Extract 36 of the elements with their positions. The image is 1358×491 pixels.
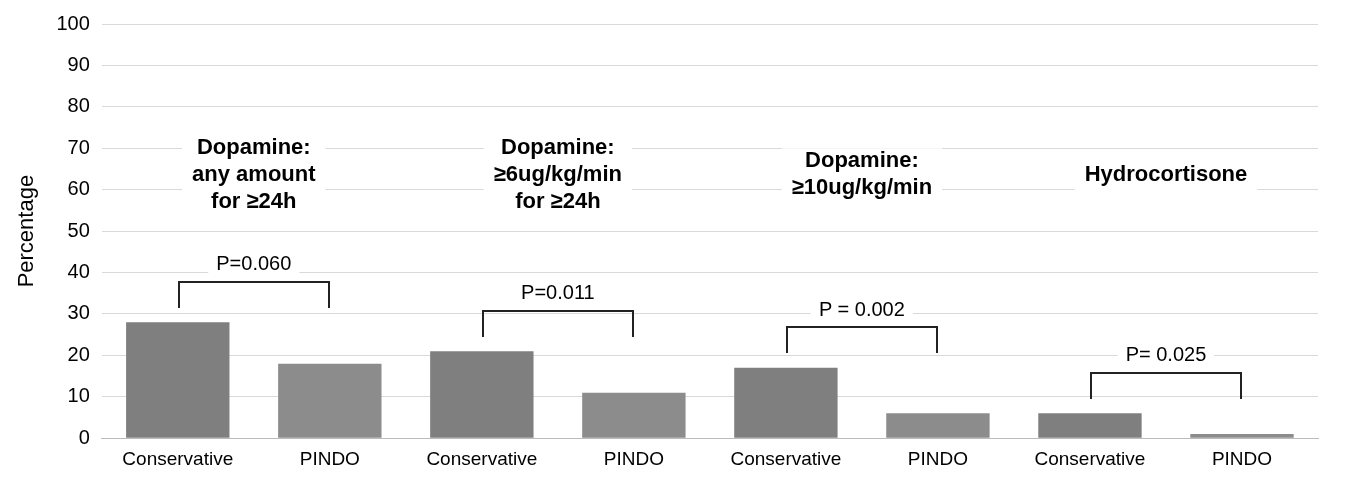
x-tick-label: Conservative [426, 447, 538, 469]
x-tick-label: PINDO [299, 447, 360, 469]
annotation: Dopamine: any amount for ≥24h [192, 133, 317, 213]
bar [278, 363, 382, 438]
bar [1038, 413, 1142, 438]
annotation: P=0.011 [521, 281, 595, 304]
y-tick-label: 0 [78, 425, 90, 448]
y-tick-label: 80 [67, 94, 90, 117]
y-tick-label: 100 [56, 11, 90, 34]
annotation: P = 0.002 [819, 297, 905, 320]
bar [126, 322, 230, 438]
bar [430, 351, 534, 438]
x-tick-label: Conservative [1034, 447, 1146, 469]
y-tick-label: 70 [67, 135, 90, 158]
x-tick-label: Conservative [122, 447, 234, 469]
annotation: P=0.060 [216, 252, 292, 275]
annotation: P= 0.025 [1125, 343, 1207, 366]
y-tick-label: 60 [67, 177, 90, 200]
y-tick-label: 50 [67, 218, 90, 241]
x-tick-label: PINDO [603, 447, 664, 469]
y-tick-label: 20 [67, 342, 90, 365]
x-tick-label: PINDO [1211, 447, 1273, 469]
y-tick-label: 90 [67, 52, 90, 75]
bar [886, 413, 990, 438]
x-tick-label: Conservative [730, 447, 842, 469]
bar [1190, 434, 1294, 438]
y-axis-title: Percentage [13, 174, 39, 288]
y-tick-label: 40 [67, 260, 90, 283]
bar [734, 367, 838, 438]
annotation: Hydrocortisone [1084, 160, 1248, 186]
x-tick-label: PINDO [907, 447, 969, 469]
y-tick-label: 30 [67, 301, 90, 324]
bar [582, 392, 686, 438]
annotation: Dopamine: ≥6ug/kg/min for ≥24h [493, 133, 622, 213]
annotation: Dopamine: ≥10ug/kg/min [791, 147, 933, 200]
y-tick-label: 10 [67, 384, 90, 407]
